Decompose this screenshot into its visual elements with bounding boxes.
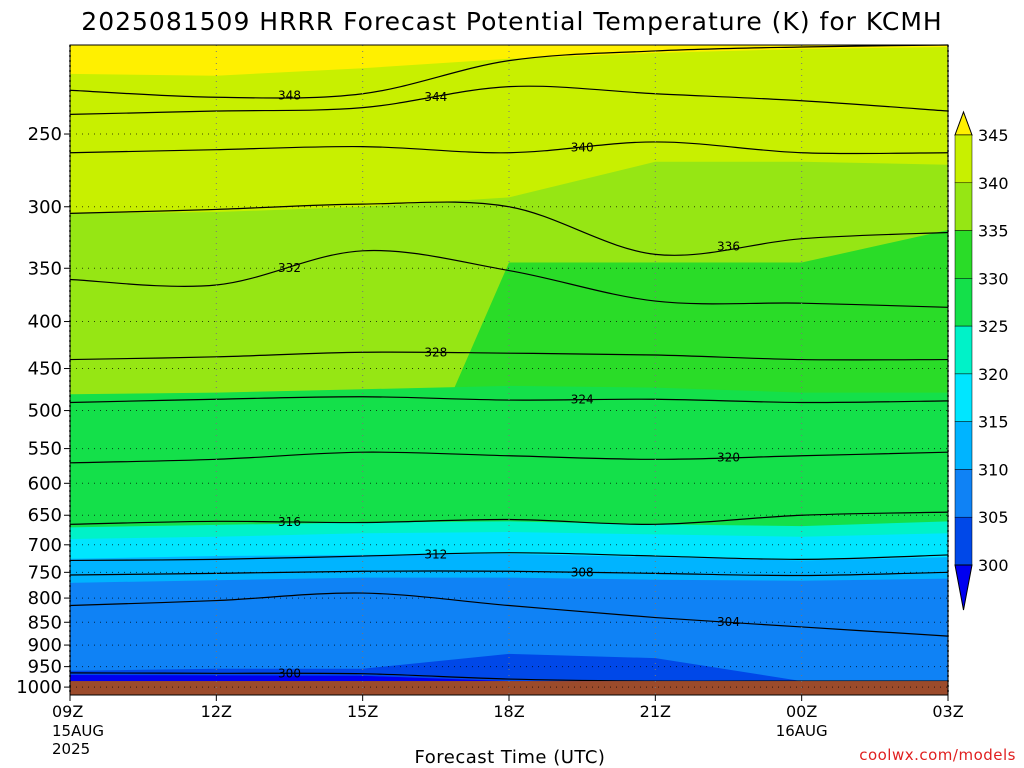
contour-label-340: 340	[571, 140, 594, 154]
colorbar-label-335: 335	[978, 222, 1009, 241]
contour-label-308: 308	[571, 565, 594, 579]
x-tick-label-18Z: 18Z	[493, 702, 524, 721]
contour-label-304: 304	[717, 615, 740, 629]
colorbar-bottom-arrow	[954, 564, 973, 611]
contour-label-324: 324	[571, 393, 594, 407]
colorbar-segment-305	[954, 516, 973, 566]
chart-title: 2025081509 HRRR Forecast Potential Tempe…	[81, 7, 942, 36]
y-tick-label-1000: 1000	[16, 677, 62, 698]
contour-304	[69, 592, 949, 637]
colorbar: 300 305 310 315 320 325 330 335 340 345	[954, 110, 1009, 611]
contour-label-344: 344	[424, 90, 447, 104]
x-tick-date-09Z: 15AUG	[52, 722, 104, 740]
x-tick-year-09Z: 2025	[52, 740, 90, 758]
x-tick-label-00Z: 00Z	[786, 702, 817, 721]
y-tick-label-700: 700	[28, 535, 62, 556]
y-tick-label-500: 500	[28, 401, 62, 422]
colorbar-label-330: 330	[978, 269, 1009, 288]
colorbar-segment-345	[954, 134, 973, 184]
colorbar-label-310: 310	[978, 460, 1009, 479]
x-axis-title: Forecast Time (UTC)	[415, 747, 606, 768]
y-tick-label-300: 300	[28, 197, 62, 218]
y-tick-label-650: 650	[28, 505, 62, 526]
x-tick-label-15Z: 15Z	[347, 702, 378, 721]
y-tick-label-850: 850	[28, 612, 62, 633]
contour-label-320: 320	[717, 451, 740, 465]
colorbar-label-340: 340	[978, 174, 1009, 193]
colorbar-label-345: 345	[978, 126, 1009, 145]
contour-312	[69, 552, 949, 562]
y-tick-label-800: 800	[28, 588, 62, 609]
y-tick-label-600: 600	[28, 473, 62, 494]
contour-label-316: 316	[278, 515, 301, 529]
contour-label-336: 336	[717, 240, 740, 254]
colorbar-label-325: 325	[978, 317, 1009, 336]
x-tick-label-03Z: 03Z	[932, 702, 963, 721]
y-tick-label-400: 400	[28, 312, 62, 333]
y-tick-label-750: 750	[28, 562, 62, 583]
credit-text: coolwx.com/models	[859, 746, 1016, 764]
y-tick-label-450: 450	[28, 359, 62, 380]
x-tick-label-09Z: 09Z	[52, 702, 83, 721]
colorbar-label-320: 320	[978, 365, 1009, 384]
y-tick-label-250: 250	[28, 124, 62, 145]
colorbar-segment-315	[954, 421, 973, 470]
y-tick-label-350: 350	[28, 258, 62, 279]
colorbar-segment-310	[954, 469, 973, 518]
colorbar-label-305: 305	[978, 508, 1009, 527]
colorbar-top-arrow	[954, 110, 973, 136]
colorbar-label-300: 300	[978, 556, 1009, 575]
contour-label-332: 332	[278, 261, 301, 275]
colorbar-segment-340	[954, 182, 973, 231]
ground-strip	[70, 681, 948, 695]
plot-area: 348 344 340 336 332 328 324 320 316 312 308 304 300	[69, 44, 949, 696]
contour-label-312: 312	[424, 547, 447, 561]
colorbar-label-315: 315	[978, 413, 1009, 432]
y-tick-label-550: 550	[28, 439, 62, 460]
contour-label-328: 328	[424, 346, 447, 360]
contour-348	[69, 44, 949, 99]
x-tick-label-12Z: 12Z	[201, 702, 232, 721]
colorbar-segment-325	[954, 325, 973, 375]
theta-band-310	[70, 577, 948, 695]
colorbar-segment-330	[954, 278, 973, 327]
x-tick-date-00Z: 16AUG	[776, 722, 828, 740]
colorbar-segment-320	[954, 373, 973, 422]
y-axis: 2503003504004505005506006507007508008509…	[16, 124, 70, 698]
y-tick-label-900: 900	[28, 635, 62, 656]
contour-label-300: 300	[278, 667, 301, 681]
contour-340	[69, 141, 949, 155]
colorbar-segment-335	[954, 230, 973, 279]
y-tick-label-950: 950	[28, 657, 62, 678]
contour-328	[69, 351, 949, 361]
contour-label-348: 348	[278, 89, 301, 103]
x-tick-label-21Z: 21Z	[640, 702, 671, 721]
